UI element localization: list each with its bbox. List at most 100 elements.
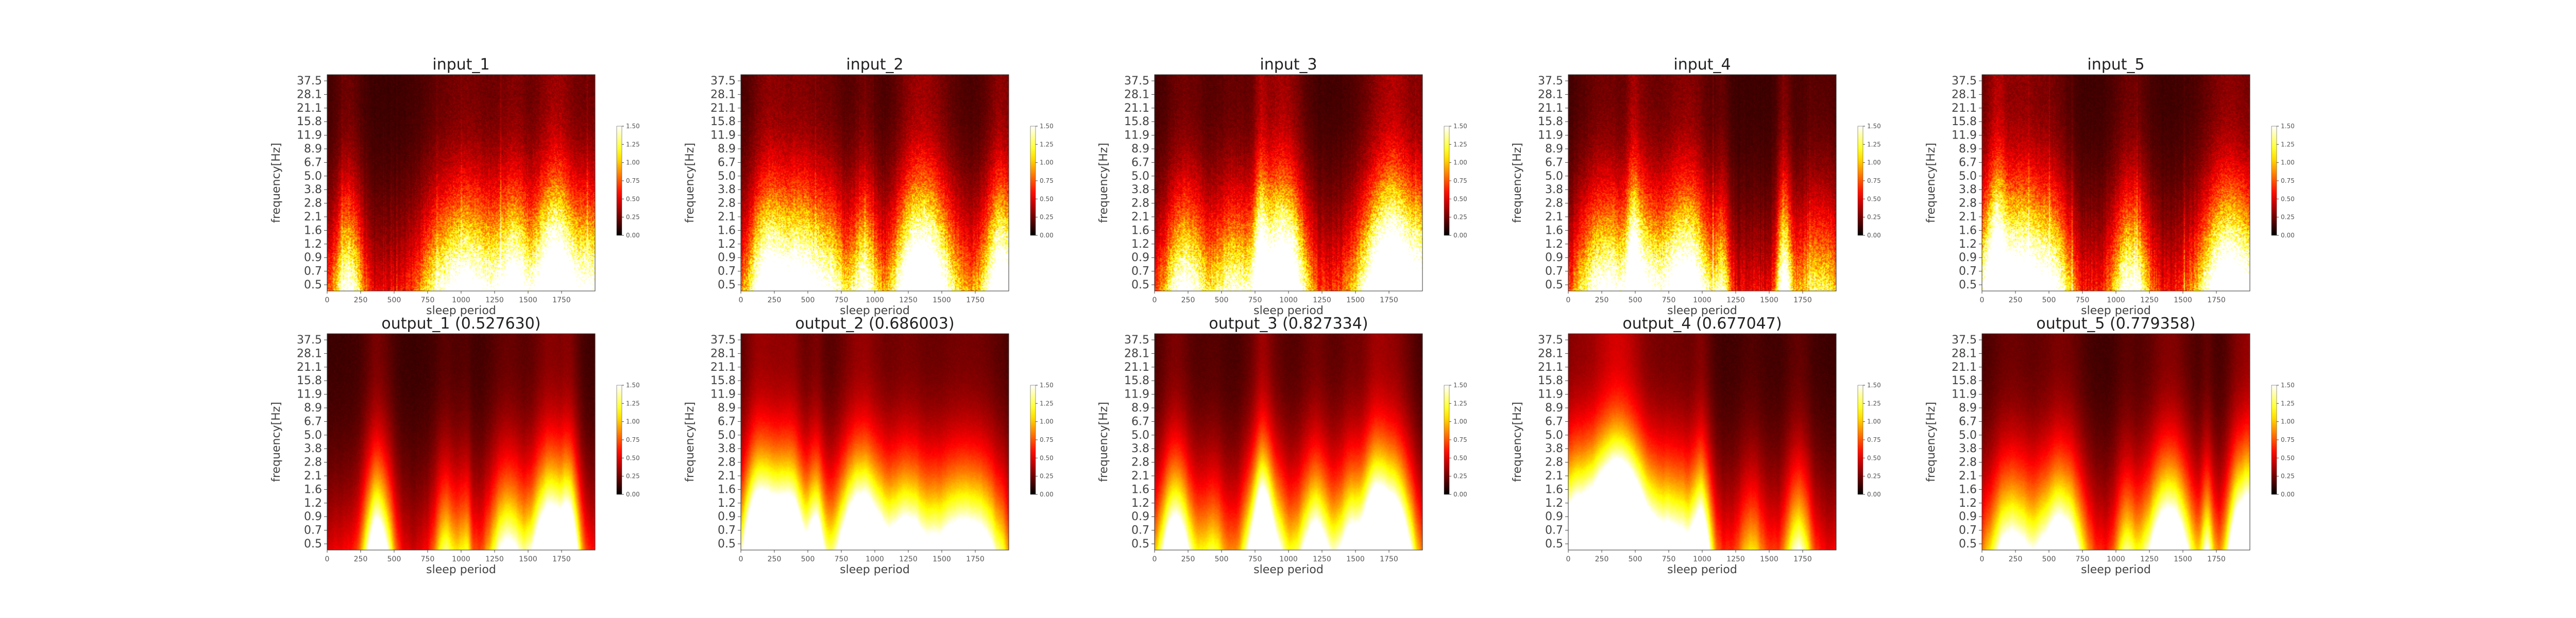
x-tick-label: 1500 (933, 296, 951, 304)
y-tick-label: 6.7 (718, 156, 736, 169)
y-tick-label: 2.8 (1545, 197, 1563, 210)
colorbar-tick-label: 0.75 (626, 436, 640, 443)
y-tick-label: 15.8 (1538, 115, 1563, 128)
y-tick-label: 37.5 (1124, 334, 1149, 347)
y-tick-label: 21.1 (1952, 361, 1977, 374)
y-tick-label: 15.8 (1952, 115, 1977, 128)
x-tick-label: 500 (1215, 296, 1229, 304)
heatmap-raster (1155, 334, 1422, 550)
heatmap-raster (1982, 75, 2250, 291)
y-tick-label: 0.5 (718, 538, 736, 551)
x-tick-label: 1000 (1279, 555, 1298, 563)
panel-title: input_3 (1260, 56, 1317, 74)
y-tick-label: 1.2 (1959, 497, 1977, 510)
y-tick-label: 11.9 (1124, 388, 1149, 401)
colorbar-tick-label: 0.25 (1453, 473, 1467, 480)
colorbar-tick-label: 1.50 (2281, 123, 2295, 130)
colorbar-tick-label: 1.00 (626, 418, 640, 425)
y-tick-label: 2.1 (718, 211, 736, 224)
y-tick-label: 6.7 (1545, 415, 1563, 428)
y-tick-label: 1.2 (718, 238, 736, 251)
y-tick-label: 28.1 (1124, 88, 1149, 101)
colorbar-tick-label: 0.25 (1040, 473, 1054, 480)
y-tick-label: 6.7 (1959, 156, 1977, 169)
y-axis-label: frequency[Hz] (1511, 402, 1524, 482)
colorbar-tick-label: 0.25 (626, 214, 640, 221)
x-tick-label: 750 (1662, 555, 1676, 563)
x-tick-label: 500 (387, 555, 401, 563)
x-tick-label: 1250 (899, 296, 918, 304)
y-tick-label: 1.6 (1131, 224, 1149, 237)
x-tick-label: 250 (1181, 296, 1195, 304)
x-tick-label: 1750 (1380, 555, 1398, 563)
y-tick-label: 15.8 (1124, 374, 1149, 387)
x-tick-label: 1500 (1346, 296, 1365, 304)
y-tick-label: 8.9 (1131, 402, 1149, 415)
x-tick-label: 1000 (1693, 555, 1711, 563)
x-tick-label: 250 (2009, 296, 2023, 304)
y-tick-label: 2.1 (1959, 211, 1977, 224)
x-tick-label: 1500 (1760, 296, 1778, 304)
y-tick-label: 0.9 (1545, 251, 1563, 264)
y-tick-label: 2.1 (1959, 470, 1977, 483)
colorbar-tick-label: 0.75 (1040, 436, 1054, 443)
x-tick-label: 1250 (1726, 296, 1745, 304)
y-tick-label: 28.1 (1952, 88, 1977, 101)
y-tick-label: 0.5 (1545, 538, 1563, 551)
y-tick-label: 5.0 (1131, 170, 1149, 183)
y-axis-label: frequency[Hz] (270, 402, 283, 482)
y-tick-label: 5.0 (1131, 429, 1149, 442)
y-tick-label: 0.5 (1131, 538, 1149, 551)
colorbar-tick-label: 0.75 (1040, 177, 1054, 184)
y-tick-label: 11.9 (1538, 129, 1563, 142)
y-tick-label: 8.9 (1959, 143, 1977, 156)
colorbar-tick-label: 0.75 (626, 177, 640, 184)
y-tick-label: 21.1 (297, 361, 322, 374)
colorbar-tick-label: 1.50 (626, 382, 640, 389)
x-axis-label: sleep period (426, 304, 496, 317)
y-tick-label: 0.5 (1959, 538, 1977, 551)
x-tick-label: 250 (768, 555, 782, 563)
y-tick-label: 11.9 (1124, 129, 1149, 142)
y-tick-label: 6.7 (1131, 415, 1149, 428)
x-tick-label: 0 (739, 296, 743, 304)
y-tick-label: 1.2 (1545, 497, 1563, 510)
x-tick-label: 500 (1629, 555, 1642, 563)
x-tick-label: 500 (801, 296, 815, 304)
y-tick-label: 0.5 (1959, 279, 1977, 291)
x-tick-label: 0 (1153, 555, 1157, 563)
colorbar-tick-label: 0.75 (1867, 436, 1881, 443)
y-tick-label: 5.0 (1545, 429, 1563, 442)
y-tick-label: 28.1 (297, 347, 322, 360)
y-tick-label: 28.1 (1124, 347, 1149, 360)
panel-1: input_137.528.121.115.811.98.96.75.03.82… (270, 56, 640, 317)
colorbar-tick-label: 0.00 (1867, 232, 1881, 239)
y-tick-label: 2.8 (1959, 456, 1977, 469)
x-tick-label: 1750 (2207, 555, 2226, 563)
y-tick-label: 28.1 (710, 347, 736, 360)
colorbar (1030, 126, 1036, 236)
x-tick-label: 750 (421, 296, 435, 304)
y-tick-label: 0.7 (304, 265, 322, 278)
y-tick-label: 1.6 (718, 483, 736, 496)
y-tick-label: 3.8 (1545, 183, 1563, 196)
x-axis-label: sleep period (1667, 563, 1737, 576)
y-tick-label: 0.7 (718, 265, 736, 278)
y-tick-label: 37.5 (710, 334, 736, 347)
y-tick-label: 1.2 (718, 497, 736, 510)
x-tick-label: 500 (801, 555, 815, 563)
x-tick-label: 250 (1181, 555, 1195, 563)
y-tick-label: 37.5 (1538, 75, 1563, 88)
panel-title: output_3 (0.827334) (1209, 315, 1368, 333)
y-tick-label: 37.5 (1538, 334, 1563, 347)
y-tick-label: 15.8 (710, 374, 736, 387)
y-tick-label: 11.9 (1538, 388, 1563, 401)
y-tick-label: 1.2 (1131, 497, 1149, 510)
x-tick-label: 1750 (552, 296, 571, 304)
colorbar-tick-label: 0.50 (2281, 454, 2295, 461)
colorbar-tick-label: 0.25 (1453, 214, 1467, 221)
y-tick-label: 2.8 (1959, 197, 1977, 210)
colorbar-tick-label: 1.25 (1453, 400, 1467, 407)
colorbar-tick-label: 0.50 (1867, 195, 1881, 202)
y-axis-label: frequency[Hz] (1511, 143, 1524, 223)
